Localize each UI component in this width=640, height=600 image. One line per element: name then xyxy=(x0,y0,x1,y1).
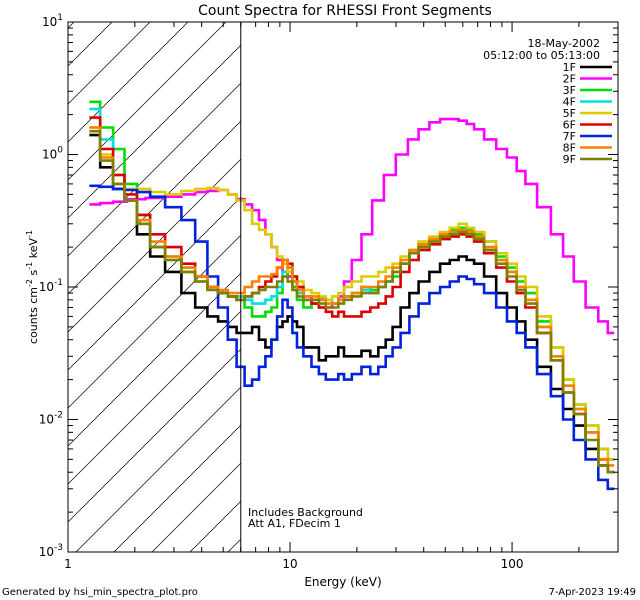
y-label-exp1: -2 xyxy=(25,279,34,287)
x-tick-label: 1 xyxy=(64,557,72,571)
hatch-line xyxy=(68,44,241,219)
legend-label-1f: 1F xyxy=(563,61,576,74)
legend-time-range: 05:12:00 to 05:13:00 xyxy=(483,49,600,62)
hatch-line xyxy=(68,234,241,409)
y-tick-exponent: -1 xyxy=(54,278,63,288)
footer-timestamp: 7-Apr-2023 19:49 xyxy=(549,587,636,598)
series-7f xyxy=(89,184,615,491)
y-tick-label: 10-3 xyxy=(39,543,63,559)
hatch-line xyxy=(68,22,189,143)
y-tick-exponent: -3 xyxy=(54,543,63,553)
y-tick-base: 10 xyxy=(42,148,57,162)
y-tick-exponent: 0 xyxy=(57,146,63,156)
annotation-background: Includes Background xyxy=(248,506,363,519)
chart-title: Count Spectra for RHESSI Front Segments xyxy=(198,3,492,19)
x-tick-label: 10 xyxy=(282,557,297,571)
series-1f xyxy=(89,133,615,474)
series-layer xyxy=(89,100,615,491)
y-tick-label: 10-1 xyxy=(39,278,63,294)
hatch-line xyxy=(68,158,241,333)
y-tick-base: 10 xyxy=(39,545,54,559)
legend-label-8f: 8F xyxy=(563,142,576,155)
x-tick-label: 100 xyxy=(501,557,524,571)
hatch-line xyxy=(68,348,241,523)
y-tick-label: 100 xyxy=(42,146,63,162)
y-label-mid: s xyxy=(27,269,40,278)
y-tick-base: 10 xyxy=(39,413,54,427)
annotation-attenuator: Att A1, FDecim 1 xyxy=(248,517,341,530)
hatch-line xyxy=(113,424,241,552)
hatch-line xyxy=(68,22,151,105)
y-tick-base: 10 xyxy=(42,15,57,29)
axis-ticks xyxy=(67,22,619,553)
x-axis-label: Energy (keV) xyxy=(304,575,381,589)
y-label-exp3: -1 xyxy=(25,230,34,238)
y-tick-label: 10-2 xyxy=(39,411,63,427)
legend-label-5f: 5F xyxy=(563,107,576,120)
hatch-line xyxy=(68,120,241,295)
series-5f xyxy=(89,126,615,461)
x-tick-labels: 1 10 100 xyxy=(64,557,523,571)
hatch-line xyxy=(68,310,241,485)
hatch-line xyxy=(68,22,75,29)
legend-label-6f: 6F xyxy=(563,119,576,132)
legend-label-2f: 2F xyxy=(563,73,576,86)
legend-label-9f: 9F xyxy=(563,153,576,166)
hatch-line xyxy=(68,22,227,181)
y-tick-exponent: -2 xyxy=(54,411,63,421)
y-label-exp2: -1 xyxy=(25,262,34,270)
legend-label-3f: 3F xyxy=(563,84,576,97)
series-9f xyxy=(89,129,615,474)
y-label-base: counts cm xyxy=(27,287,40,344)
y-label-tail: keV xyxy=(27,238,40,262)
hatch-line xyxy=(0,0,28,552)
y-tick-base: 10 xyxy=(39,280,54,294)
footer-generated-by: Generated by hsi_min_spectra_plot.pro xyxy=(2,587,198,598)
hatch-line xyxy=(75,386,241,552)
legend-label-7f: 7F xyxy=(563,130,576,143)
y-axis-label: counts cm-2 s-1 keV-1 xyxy=(25,230,40,344)
hatch-line xyxy=(266,0,640,552)
legend-label-4f: 4F xyxy=(563,96,576,109)
y-tick-label: 101 xyxy=(42,13,63,29)
hatch-line xyxy=(68,82,241,257)
y-tick-exponent: 1 xyxy=(57,13,63,23)
legend-date: 18-May-2002 xyxy=(528,37,600,50)
hatched-region xyxy=(0,0,640,552)
